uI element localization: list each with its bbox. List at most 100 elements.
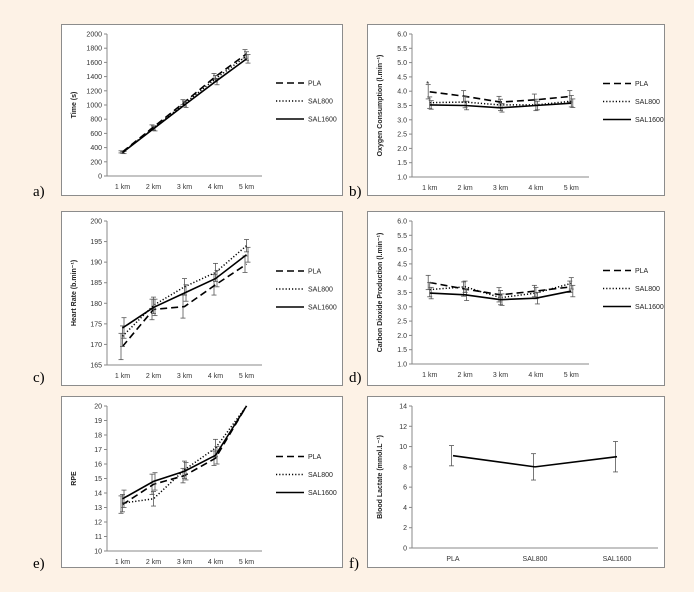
legend-label: PLA [308,269,322,276]
series-line-sal1600 [429,290,572,301]
y-tick-label: 1200 [86,88,102,95]
y-tick-label: 15 [94,476,102,483]
series-line-pla [121,263,247,347]
legend-label: SAL800 [635,286,660,293]
y-tick-label: 2 [403,525,407,532]
legend-label: SAL1600 [308,117,337,124]
y-tick-label: 180 [90,301,102,308]
x-tick-label: 2 km [458,372,473,379]
x-tick-label: 5 km [239,373,254,380]
y-tick-label: 14 [94,491,102,498]
y-tick-label: 12 [399,424,407,431]
y-tick-label: 1.5 [397,347,407,354]
panel-label-d: d) [349,370,362,386]
y-tick-label: 20 [94,404,102,411]
y-tick-label: 400 [90,145,102,152]
y-tick-label: 2.0 [397,333,407,340]
x-tick-label: 5 km [564,185,579,192]
x-tick-label: 3 km [493,185,508,192]
x-tick-label: 4 km [208,559,223,566]
y-tick-label: 600 [90,131,102,138]
y-tick-label: 17 [94,447,102,454]
y-tick-label: 6 [403,485,407,492]
panel-label-b: b) [349,184,362,200]
series-line-sal800 [121,245,247,337]
chart-panel-c: 165 170 175 180 185 190 195 200 1 km 2 km 3 km 4 km… [61,211,343,386]
x-tick-label: 5 km [564,372,579,379]
x-tick-label: 3 km [177,559,192,566]
y-tick-label: 6.0 [397,32,407,39]
y-tick-label: 5.5 [397,46,407,53]
legend-label: SAL1600 [308,305,337,312]
series-line-sal1600 [429,102,572,109]
y-tick-label: 4.0 [397,89,407,96]
x-tick-label: 2 km [146,373,161,380]
y-tick-label: 12 [94,520,102,527]
chart-svg-d: 1.0 1.5 2.0 2.5 3.0 3.5 4.0 4.5 5.0 5.5 6.0 1 km 2 k… [377,219,664,380]
annotation-label: * [426,80,429,89]
y-tick-label: 175 [90,321,102,328]
y-axis-label: Heart Rate (b.min⁻¹) [71,260,78,326]
y-tick-label: 200 [90,219,102,226]
chart-panel-f: 0 2 4 6 8 10 12 14 PLA SAL800 SAL1600 Blood Lactate… [367,396,665,568]
y-tick-label: 800 [90,117,102,124]
x-tick-label: 3 km [177,184,192,191]
x-tick-label: 1 km [115,559,130,566]
y-tick-label: 185 [90,280,102,287]
x-tick-label: 1 km [422,185,437,192]
legend-label: SAL800 [635,99,660,106]
series-line [452,454,618,468]
y-tick-label: 4 [403,505,407,512]
legend-label: PLA [635,268,649,275]
series-line-sal1600 [122,58,247,154]
y-tick-label: 5.0 [397,247,407,254]
y-tick-label: 10 [94,549,102,556]
y-tick-label: 1000 [86,103,102,110]
y-tick-label: 16 [94,462,102,469]
y-tick-label: 5.5 [397,233,407,240]
y-tick-label: 195 [90,239,102,246]
x-tick-label: 3 km [177,373,192,380]
x-tick-label: 5 km [239,184,254,191]
y-tick-label: 1800 [86,46,102,53]
x-tick-label: 1 km [115,184,130,191]
legend-label: SAL1600 [635,117,664,124]
chart-svg-a: 0 200 400 600 800 1000 1200 1400 1600 1800 2000 1 k… [71,32,337,192]
legend-label: PLA [308,454,322,461]
x-tick-label: 4 km [208,184,223,191]
y-axis-label: Blood Lactate (mmol.L⁻¹) [377,435,384,519]
x-tick-label: SAL800 [523,556,548,563]
legend-label: SAL800 [308,287,333,294]
y-tick-label: 19 [94,418,102,425]
y-tick-label: 5.0 [397,60,407,67]
chart-svg-e: 10 11 12 13 14 15 16 17 18 19 20 1 km 2 km 3 km 4 km 5 … [71,404,337,567]
y-tick-label: 11 [95,534,102,541]
x-tick-label: 2 km [146,184,161,191]
y-axis-label: Oxygen Consumption (l.min⁻¹) [377,55,384,157]
chart-panel-b: 1.0 1.5 2.0 2.5 3.0 3.5 4.0 4.5 5.0 5.5 6.0 1 km 2 k… [367,24,665,196]
y-tick-label: 2.5 [397,132,407,139]
y-tick-label: 2.0 [397,146,407,153]
series-line-pla [122,405,248,506]
y-tick-label: 0 [98,174,102,181]
panel-label-e: e) [33,556,45,572]
legend-label: SAL800 [308,99,333,106]
y-tick-label: 1.5 [397,160,407,167]
chart-svg-b: 1.0 1.5 2.0 2.5 3.0 3.5 4.0 4.5 5.0 5.5 6.0 1 km 2 k… [377,32,664,193]
y-tick-label: 3.0 [397,304,407,311]
x-tick-label: 1 km [115,373,130,380]
y-tick-label: 3.5 [397,290,407,297]
y-tick-label: 4.5 [397,261,407,268]
chart-panel-e: 10 11 12 13 14 15 16 17 18 19 20 1 km 2 km 3 km 4 km 5 … [61,396,343,568]
x-tick-label: 3 km [493,372,508,379]
y-axis-label: Time (s) [71,92,78,119]
y-tick-label: 2.5 [397,319,407,326]
x-tick-label: 4 km [528,185,543,192]
x-tick-label: 5 km [239,559,254,566]
chart-panel-d: 1.0 1.5 2.0 2.5 3.0 3.5 4.0 4.5 5.0 5.5 6.0 1 km 2 k… [367,211,665,386]
chart-svg-f: 0 2 4 6 8 10 12 14 PLA SAL800 SAL1600 Blood Lactate… [377,404,658,563]
y-tick-label: 13 [94,505,102,512]
y-tick-label: 170 [90,342,102,349]
y-tick-label: 4.0 [397,276,407,283]
y-tick-label: 1.0 [397,175,407,182]
